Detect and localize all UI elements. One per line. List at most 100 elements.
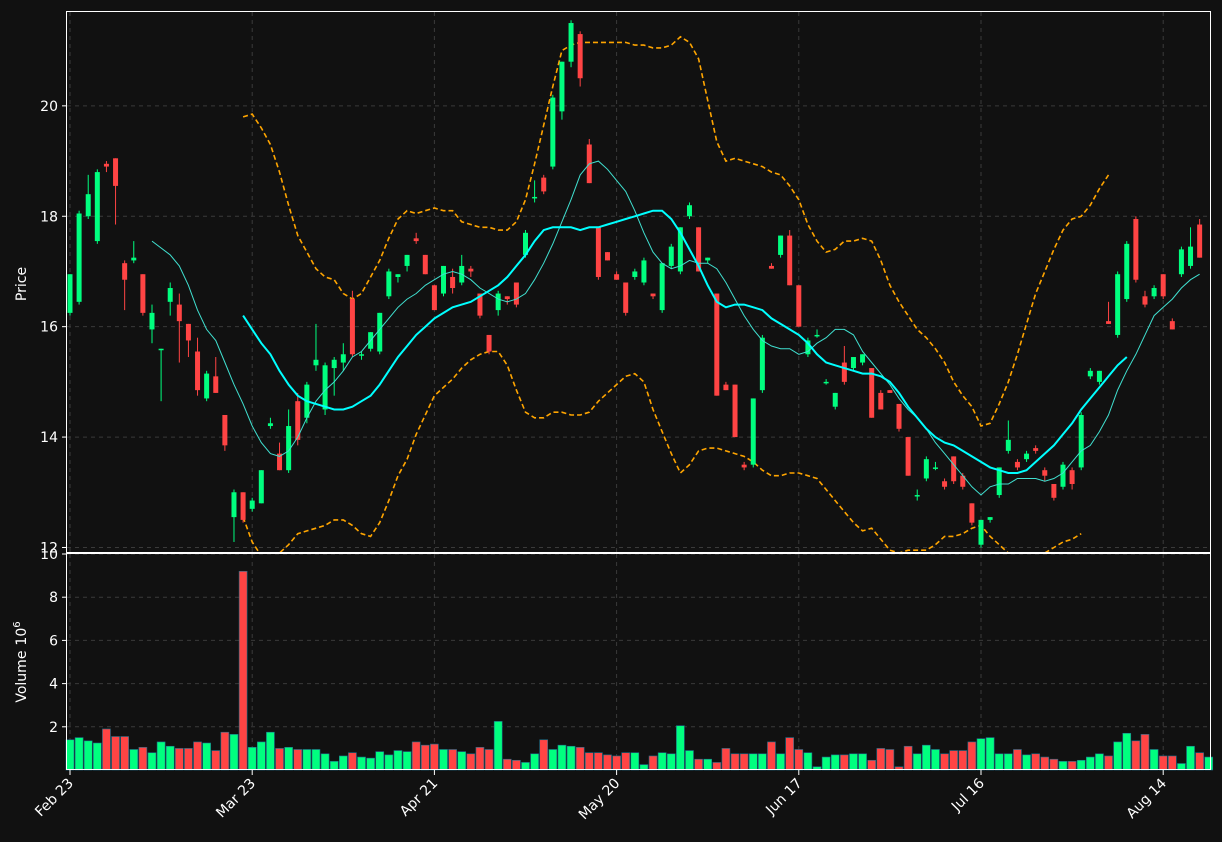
- volume-bar: [584, 752, 594, 771]
- candle-body: [604, 252, 610, 261]
- candle-body: [1124, 243, 1130, 300]
- volume-bar: [912, 753, 922, 771]
- candle-body: [887, 390, 893, 393]
- volume-bar: [420, 744, 430, 771]
- candle: [1033, 445, 1039, 454]
- price-tick-label: 20: [40, 99, 58, 115]
- candle-body: [623, 282, 629, 313]
- volume-bar: [65, 739, 75, 771]
- volume-bar: [320, 753, 330, 771]
- candle: [969, 503, 975, 526]
- candle-body: [732, 384, 738, 438]
- candle-body: [231, 492, 237, 518]
- candle: [1178, 246, 1184, 277]
- candle-body: [277, 453, 283, 471]
- volume-bar: [821, 756, 831, 771]
- candle: [732, 384, 738, 438]
- volume-bar: [1076, 759, 1086, 771]
- candle-body: [513, 282, 519, 305]
- candle: [623, 282, 629, 316]
- volume-bar: [840, 754, 849, 771]
- candle-body: [386, 271, 392, 297]
- candle: [1197, 219, 1203, 258]
- candle-body: [550, 97, 556, 167]
- candle-body: [814, 334, 820, 337]
- candle-body: [668, 246, 674, 266]
- volume-bar: [530, 753, 539, 771]
- candle: [923, 456, 929, 482]
- candle-layer: [67, 20, 1203, 548]
- candle-body: [267, 423, 273, 427]
- candle: [1115, 271, 1121, 338]
- volume-bar: [120, 736, 129, 771]
- volume-panel-frame: [66, 553, 1211, 770]
- candle-body: [541, 177, 547, 192]
- volume-bar: [521, 762, 530, 771]
- volume-bar: [1186, 745, 1195, 771]
- candle-body: [523, 232, 528, 255]
- candle: [577, 31, 583, 87]
- candle: [869, 368, 875, 418]
- candle: [942, 478, 948, 490]
- candle: [377, 312, 383, 355]
- candle: [94, 169, 100, 244]
- candle: [768, 263, 774, 269]
- volume-bar: [175, 748, 184, 771]
- candle: [258, 470, 264, 504]
- candle-body: [1024, 453, 1030, 460]
- candle: [240, 492, 246, 523]
- volume-bar: [1168, 755, 1177, 771]
- volume-bar: [402, 751, 412, 771]
- candle-body: [677, 227, 683, 272]
- volume-bar: [830, 754, 840, 771]
- volume-bar: [165, 745, 175, 771]
- candle: [550, 94, 556, 170]
- candle-body: [1151, 288, 1157, 297]
- candle: [349, 290, 355, 358]
- candle-body: [987, 517, 993, 520]
- candle-body: [923, 459, 929, 479]
- volume-bar: [247, 747, 257, 771]
- candle-body: [222, 414, 228, 446]
- volume-bar: [430, 743, 439, 771]
- candle: [1169, 318, 1175, 330]
- volume-bar: [721, 748, 731, 771]
- price-tick-label: 18: [40, 209, 58, 225]
- candle: [176, 293, 182, 363]
- candle-body: [577, 34, 583, 79]
- candle: [850, 357, 856, 371]
- candle-body: [450, 276, 456, 289]
- candle: [1014, 459, 1020, 471]
- upper-band-line: [242, 35, 1110, 427]
- candle: [495, 290, 501, 316]
- candle-body: [76, 213, 82, 302]
- candle-body: [504, 296, 510, 300]
- candle: [1151, 285, 1157, 300]
- volume-bar: [666, 753, 676, 771]
- volume-bar: [949, 750, 958, 771]
- candle: [313, 323, 319, 371]
- volume-exponent-base: 10: [14, 628, 30, 646]
- volume-bar: [940, 753, 949, 771]
- candle: [204, 370, 210, 402]
- candle-body: [869, 368, 875, 418]
- candle-body: [1106, 321, 1112, 324]
- volume-bar: [284, 747, 293, 771]
- candle-body: [249, 500, 255, 509]
- candle: [1106, 301, 1112, 324]
- candle: [1133, 216, 1139, 283]
- candle-body: [1078, 414, 1084, 468]
- candle-body: [258, 470, 264, 504]
- candle-body: [1169, 321, 1175, 330]
- candle-body: [850, 357, 856, 369]
- candle: [1042, 467, 1048, 482]
- candle-body: [1096, 370, 1102, 382]
- volume-bar: [730, 753, 740, 771]
- volume-bar: [457, 751, 467, 771]
- volume-bar: [1049, 758, 1059, 771]
- candle: [167, 282, 173, 316]
- volume-bar: [648, 755, 658, 771]
- candle-body: [349, 299, 355, 355]
- volume-bar: [366, 757, 375, 771]
- candle-body: [176, 304, 182, 322]
